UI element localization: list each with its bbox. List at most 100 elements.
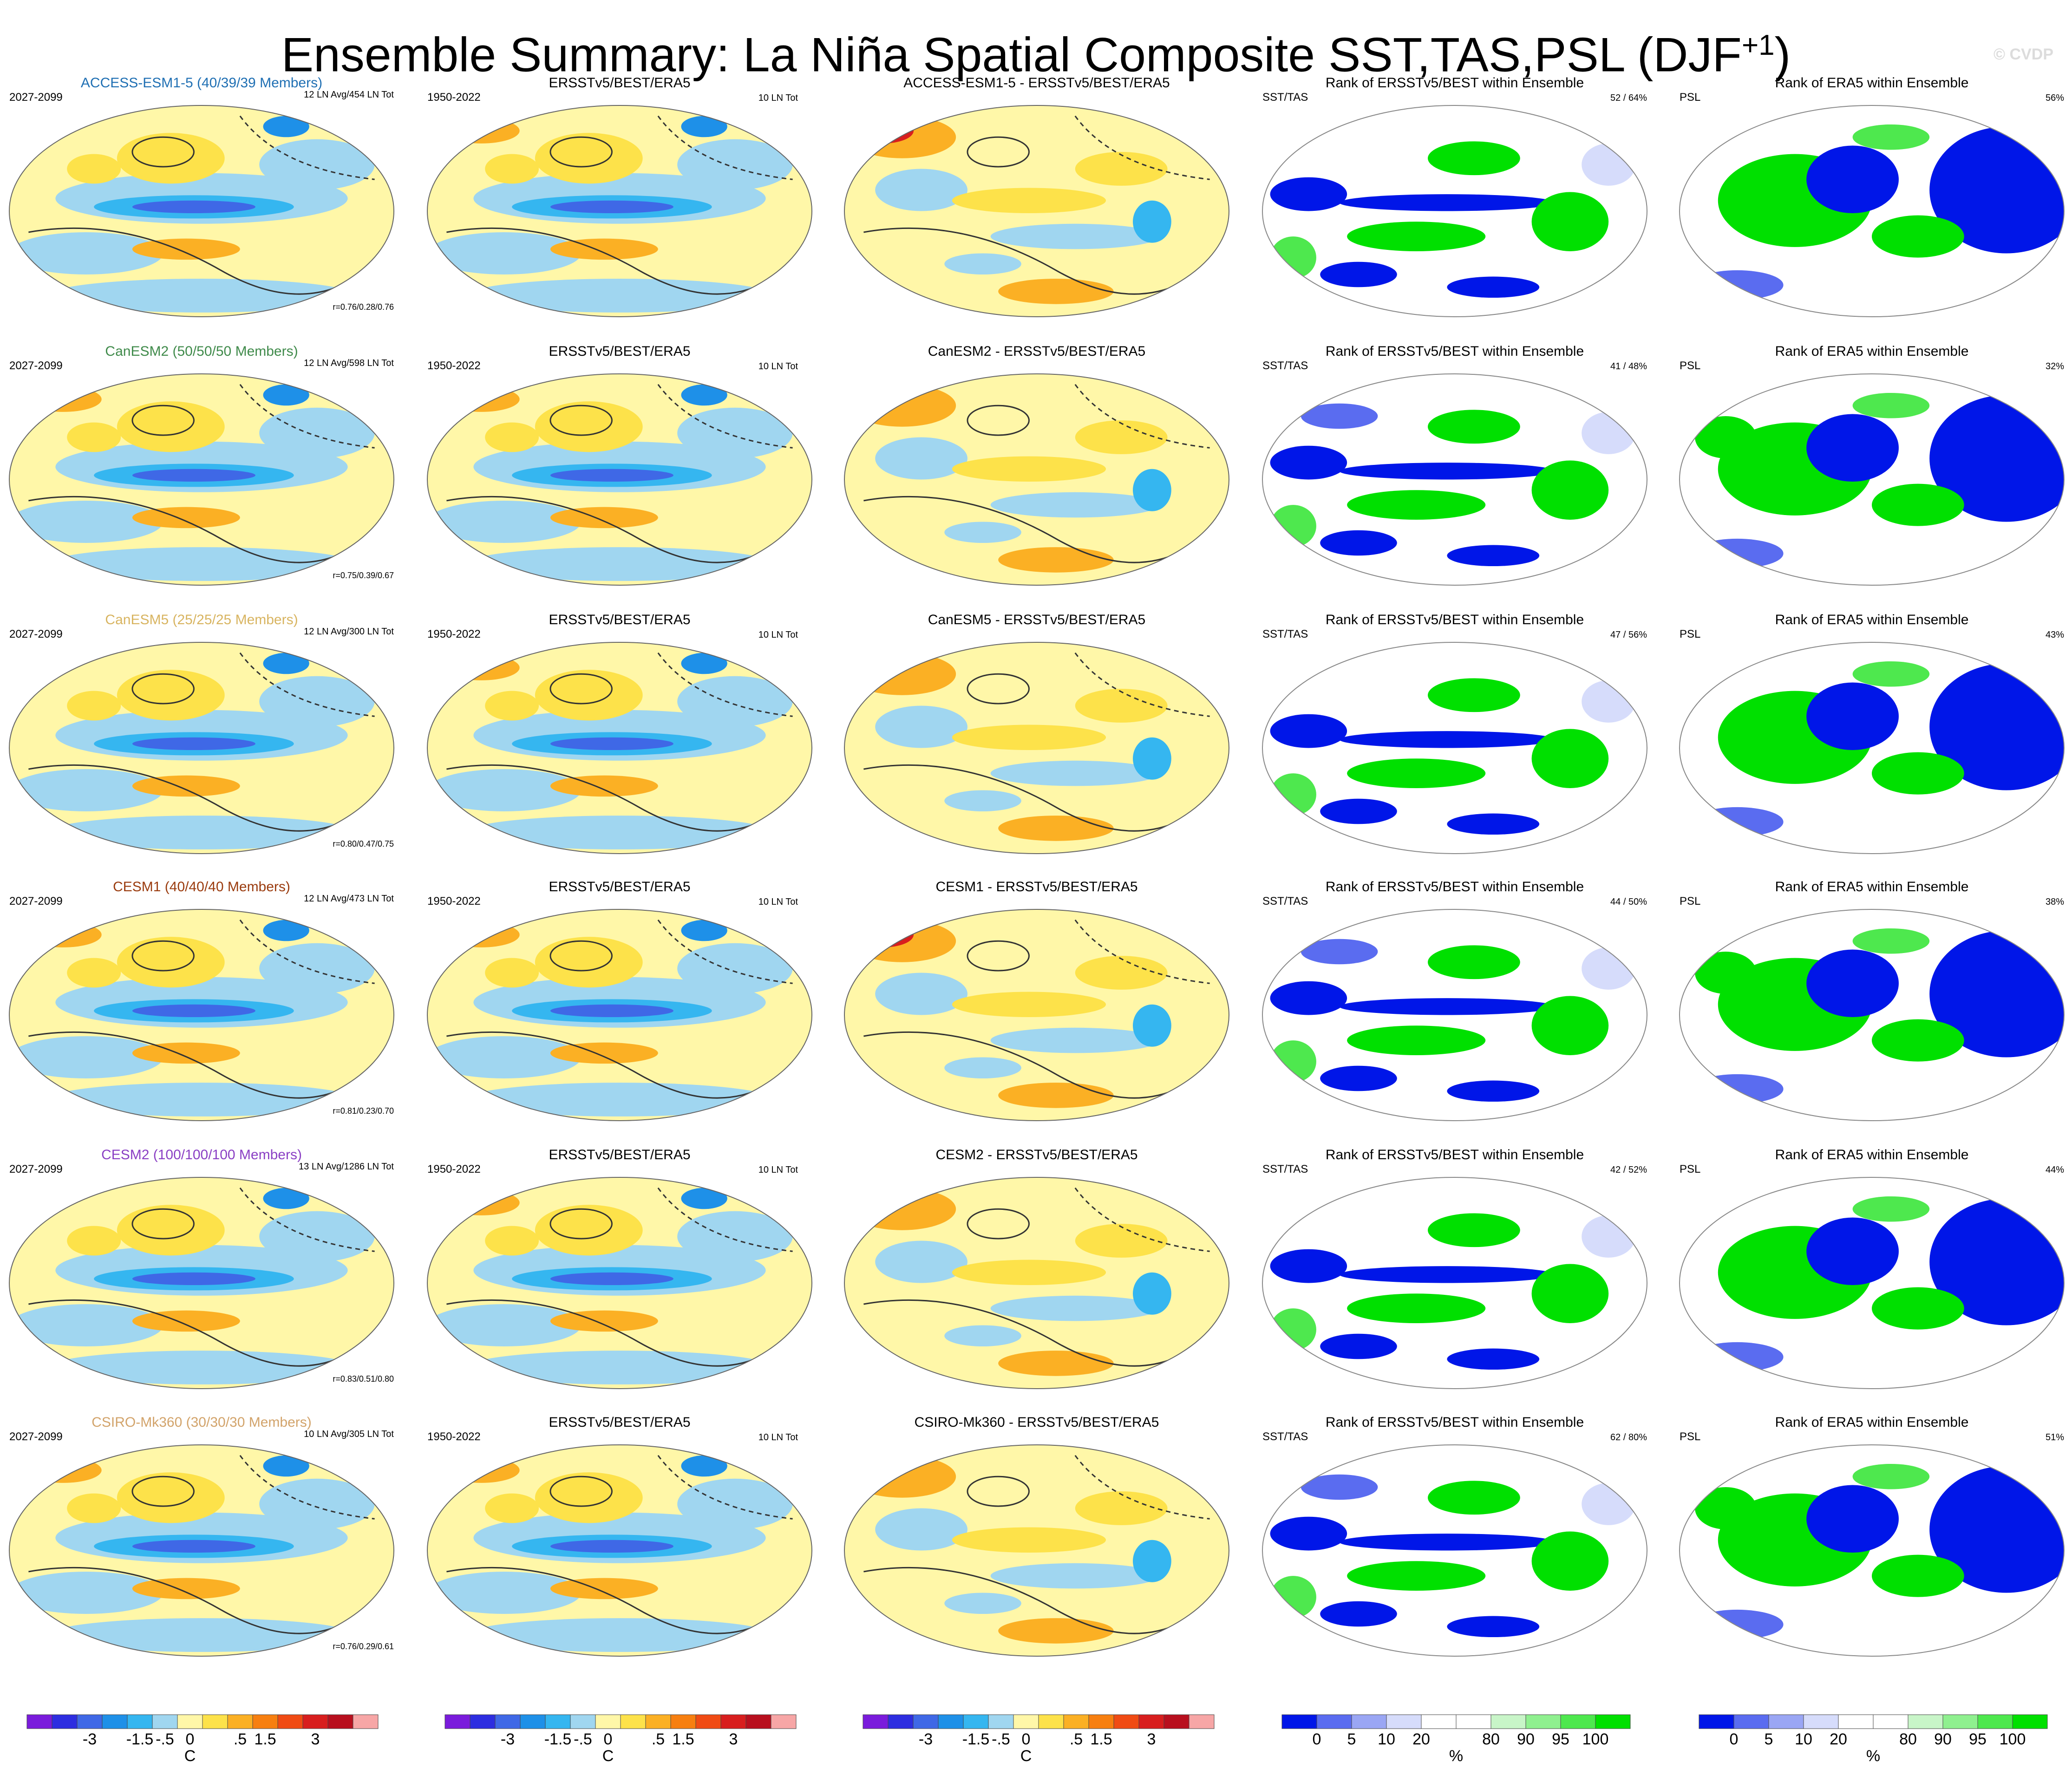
high-rank-region: [1270, 1308, 1316, 1351]
cool-anomaly: [681, 384, 727, 406]
colorbar-tick-label: 1.5: [672, 1730, 694, 1748]
colorbar-swatch: [963, 1714, 989, 1729]
cool-anomaly: [9, 769, 163, 811]
colorbar-swatch: [1088, 1714, 1114, 1729]
colorbar-swatch: [102, 1714, 128, 1729]
colorbar-swatch: [77, 1714, 103, 1729]
obs-period: 1950-2022: [427, 91, 481, 104]
map-outline: [1262, 105, 1647, 317]
colorbar-tick-label: -1.5: [962, 1730, 990, 1748]
rank-psl-title: Rank of ERA5 within Ensemble: [1775, 612, 1969, 627]
high-rank-region: [1852, 928, 1930, 954]
low-rank-region: [1339, 731, 1555, 748]
warm-anomaly: [67, 1226, 121, 1256]
low-rank-region: [1806, 949, 1899, 1018]
psl-contour: [657, 384, 793, 449]
cool-anomaly: [990, 1295, 1160, 1321]
model-event-count: 12 LN Avg/473 LN Tot: [304, 894, 394, 904]
obs-title: ERSSTv5/BEST/ERA5: [549, 879, 690, 895]
difference-title: CESM2 - ERSSTv5/BEST/ERA5: [935, 1147, 1137, 1162]
colorbar-tick-label: 1.5: [254, 1730, 276, 1748]
colorbar-tick-label: 90: [1517, 1730, 1535, 1748]
psl-contour: [131, 673, 195, 705]
difference-panel: CSIRO-Mk360 - ERSSTv5/BEST/ERA5: [844, 1415, 1229, 1657]
map-outline: [1679, 373, 2065, 586]
warm-anomaly: [550, 1578, 658, 1600]
high-rank-region: [1270, 773, 1316, 816]
warm-anomaly: [67, 691, 121, 721]
obs-title: ERSSTv5/BEST/ERA5: [549, 344, 690, 359]
cool-anomaly: [465, 1351, 774, 1384]
high-rank-region: [1347, 1293, 1486, 1323]
cool-anomaly: [263, 1188, 309, 1209]
high-rank-region: [1428, 1213, 1520, 1247]
obs-title: ERSSTv5/BEST/ERA5: [549, 1415, 690, 1430]
colorbar-tick-label: 0: [604, 1730, 613, 1748]
map-outline: [1262, 373, 1647, 586]
low-rank-region: [1270, 445, 1347, 480]
model-event-count: 10 LN Avg/305 LN Tot: [304, 1429, 394, 1439]
warm-anomaly: [848, 384, 956, 427]
rank-psl-panel: Rank of ERA5 within Ensemble PSL 32%: [1679, 344, 2065, 586]
cool-anomaly: [9, 232, 163, 274]
warm-anomaly: [67, 958, 121, 988]
map-outline: [844, 642, 1229, 854]
colorbar-swatch: [771, 1714, 797, 1729]
cool-anomaly: [132, 1272, 255, 1286]
high-rank-region: [1871, 1554, 1964, 1597]
cool-anomaly: [9, 1036, 163, 1078]
cool-anomaly: [9, 501, 163, 543]
cool-anomaly: [47, 547, 356, 581]
psl-contour: [549, 136, 613, 168]
psl-contour: [967, 1476, 1030, 1507]
rank-psl-percent: 32%: [2046, 361, 2064, 372]
low-rank-region: [1270, 1249, 1347, 1283]
cool-anomaly: [990, 760, 1160, 786]
colorbar-swatch: [938, 1714, 964, 1729]
rank-sst-percent: 42 / 52%: [1610, 1165, 1647, 1175]
rank-sst-variable: SST/TAS: [1262, 91, 1308, 104]
high-rank-region: [1428, 678, 1520, 712]
psl-contour: [131, 136, 195, 168]
warm-anomaly: [132, 238, 240, 260]
colorbar-swatch: [595, 1714, 621, 1729]
rank-psl-panel: Rank of ERA5 within Ensemble PSL 44%: [1679, 1147, 2065, 1389]
warm-anomaly: [132, 507, 240, 529]
colorbar-tick-label: -.5: [992, 1730, 1010, 1748]
cool-anomaly: [132, 737, 255, 751]
obs-period: 1950-2022: [427, 628, 481, 640]
warm-anomaly: [535, 937, 643, 988]
high-rank-region: [1347, 1025, 1486, 1055]
colorbar-swatch: [645, 1714, 671, 1729]
model-period: 2027-2099: [9, 359, 63, 372]
colorbar-swatch: [152, 1714, 178, 1729]
map-outline: [9, 105, 394, 317]
cool-anomaly: [550, 200, 673, 214]
warm-anomaly: [132, 1042, 240, 1064]
obs-composite-panel: ERSSTv5/BEST/ERA5 1950-2022 10 LN Tot: [427, 879, 812, 1121]
model-composite-panel: CESM1 (40/40/40 Members) 2027-2099 12 LN A…: [9, 879, 394, 1121]
colorbar-swatch: [1163, 1714, 1190, 1729]
psl-contour: [967, 1208, 1030, 1240]
colorbar-tick-label: 80: [1482, 1730, 1500, 1748]
warm-anomaly: [1075, 420, 1168, 454]
high-rank-region: [1347, 1561, 1486, 1591]
colorbar-swatch: [695, 1714, 721, 1729]
cool-anomaly: [427, 232, 582, 274]
colorbar-tick-label: 5: [1765, 1730, 1773, 1748]
colorbar-swatch: [1942, 1714, 1978, 1729]
cool-anomaly: [677, 943, 793, 994]
high-rank-region: [1428, 1481, 1520, 1515]
difference-panel: CESM1 - ERSSTv5/BEST/ERA5: [844, 879, 1229, 1121]
cool-anomaly: [1133, 200, 1171, 243]
colorbar-swatch: [1138, 1714, 1164, 1729]
model-composite-panel: CSIRO-Mk360 (30/30/30 Members) 2027-2099 1…: [9, 1415, 394, 1657]
rank-psl-panel: Rank of ERA5 within Ensemble PSL 38%: [1679, 879, 2065, 1121]
colorbar-swatch: [913, 1714, 939, 1729]
colorbar-swatch: [470, 1714, 496, 1729]
cool-anomaly: [677, 139, 793, 190]
rank-psl-percent: 43%: [2046, 630, 2064, 640]
rank-sst-panel: Rank of ERSSTv5/BEST within Ensemble SST/…: [1262, 1147, 1647, 1389]
high-rank-region: [1270, 236, 1316, 279]
colorbar-swatch: [1281, 1714, 1317, 1729]
